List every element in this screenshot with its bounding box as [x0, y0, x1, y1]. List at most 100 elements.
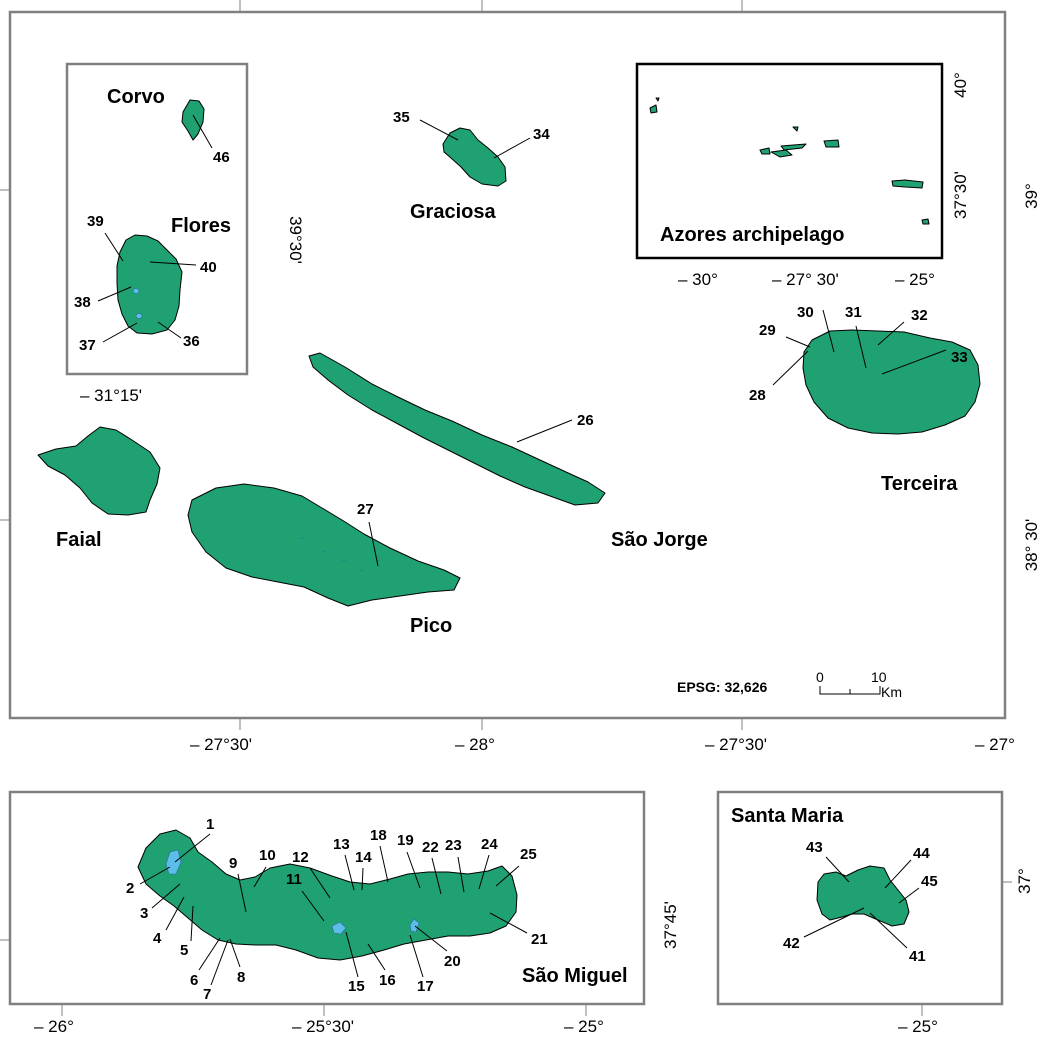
leader-7 [210, 939, 229, 986]
leader-9 [237, 873, 247, 913]
scale-bar [819, 686, 881, 695]
leader-13 [344, 854, 355, 891]
graciosa-label: Graciosa [410, 201, 496, 223]
leader-38 [97, 286, 132, 302]
leader-26 [516, 419, 573, 443]
site-7: 7 [203, 986, 211, 1003]
inset-sao-jorge [780, 143, 807, 151]
site-5: 5 [180, 942, 188, 959]
main-x-tick-1: – 27°30' [190, 735, 252, 754]
leader-36 [157, 321, 182, 339]
inset-y-tick-2: 37°30' [951, 171, 970, 219]
leader-29 [785, 336, 811, 348]
site-43: 43 [806, 839, 823, 856]
leader-39 [104, 232, 124, 262]
leader-40 [149, 261, 197, 266]
sm-y-tick: 37°45' [661, 901, 680, 949]
site-42: 42 [783, 935, 800, 952]
leader-15 [345, 931, 359, 978]
faial-label: Faial [56, 529, 102, 551]
site-41: 41 [909, 948, 926, 965]
site-1: 1 [206, 816, 214, 833]
faial-island [37, 426, 161, 516]
main-y-tick-1: 39° [1022, 183, 1041, 209]
leader-27 [368, 521, 379, 567]
leader-28 [772, 350, 809, 386]
leader-19 [406, 851, 421, 889]
corvo-label: Corvo [107, 86, 165, 108]
leader-10 [253, 866, 267, 888]
sao-miguel-label: São Miguel [522, 965, 628, 987]
leader-11 [301, 890, 325, 922]
leader-18 [379, 845, 389, 883]
site-16: 16 [379, 972, 396, 989]
leader-22 [431, 857, 442, 895]
scale-zero: 0 [816, 669, 824, 685]
terceira-island [802, 329, 981, 435]
site-18: 18 [370, 827, 387, 844]
site-37: 37 [79, 337, 96, 354]
main-x-tick-3: – 27°30' [705, 735, 767, 754]
inset-x-tick-3: – 25° [895, 270, 935, 289]
site-6: 6 [190, 972, 198, 989]
site-10: 10 [259, 847, 276, 864]
flores-inset-y-tick: 39°30' [286, 216, 305, 264]
site-28: 28 [749, 387, 766, 404]
smaria-x-tick: – 25° [898, 1017, 938, 1036]
santa-maria-island [816, 865, 910, 927]
leader-41 [869, 912, 908, 949]
flores-inset-x-tick: – 31°15' [80, 386, 142, 405]
leader-35 [419, 119, 459, 141]
site-35: 35 [393, 109, 410, 126]
leader-24 [478, 854, 490, 890]
leader-5 [190, 905, 194, 942]
site-11: 11 [286, 871, 302, 888]
site-44: 44 [913, 845, 930, 862]
site-39: 39 [87, 213, 104, 230]
leader-25 [495, 865, 520, 887]
pico-label: Pico [410, 615, 452, 637]
inset-x-tick-2: – 27° 30' [772, 270, 839, 289]
inset-santa-maria [921, 218, 930, 225]
epsg-label: EPSG: 32,626 [677, 679, 767, 695]
main-y-tick-2: 38° 30' [1022, 519, 1041, 572]
leader-31 [855, 325, 867, 369]
site-36: 36 [183, 333, 200, 350]
site-24: 24 [481, 836, 498, 853]
terceira-label: Terceira [881, 473, 958, 495]
archipelago-inset-title: Azores archipelago [660, 224, 845, 246]
scale-ten: 10 [871, 669, 887, 685]
site-9: 9 [229, 855, 237, 872]
site-26: 26 [577, 412, 594, 429]
leader-8 [229, 938, 241, 968]
scale-unit: Km [881, 684, 902, 700]
leader-30 [822, 309, 835, 353]
inset-terceira [823, 139, 840, 148]
site-3: 3 [140, 905, 148, 922]
flores-island [116, 234, 183, 335]
main-map-frame [8, 10, 1007, 720]
leader-2 [139, 866, 171, 885]
leader-33 [881, 349, 947, 375]
inset-graciosa [792, 126, 799, 132]
site-22: 22 [422, 839, 439, 856]
leader-46 [192, 114, 213, 149]
site-29: 29 [759, 322, 776, 339]
site-34: 34 [533, 126, 550, 143]
site-21: 21 [531, 931, 548, 948]
lagoa-do-fogo [331, 921, 347, 935]
leader-45 [898, 887, 920, 904]
leader-32 [877, 321, 905, 346]
site-32: 32 [911, 307, 928, 324]
sete-cidades-lake [165, 849, 182, 875]
leader-42 [803, 907, 865, 938]
leader-14 [361, 867, 364, 891]
leader-6 [198, 937, 221, 971]
site-38: 38 [74, 294, 91, 311]
leader-1 [174, 833, 211, 863]
leader-44 [884, 859, 912, 889]
leader-20 [414, 925, 448, 952]
leader-17 [409, 934, 424, 978]
site-33: 33 [951, 349, 968, 366]
flores-label: Flores [171, 215, 231, 237]
